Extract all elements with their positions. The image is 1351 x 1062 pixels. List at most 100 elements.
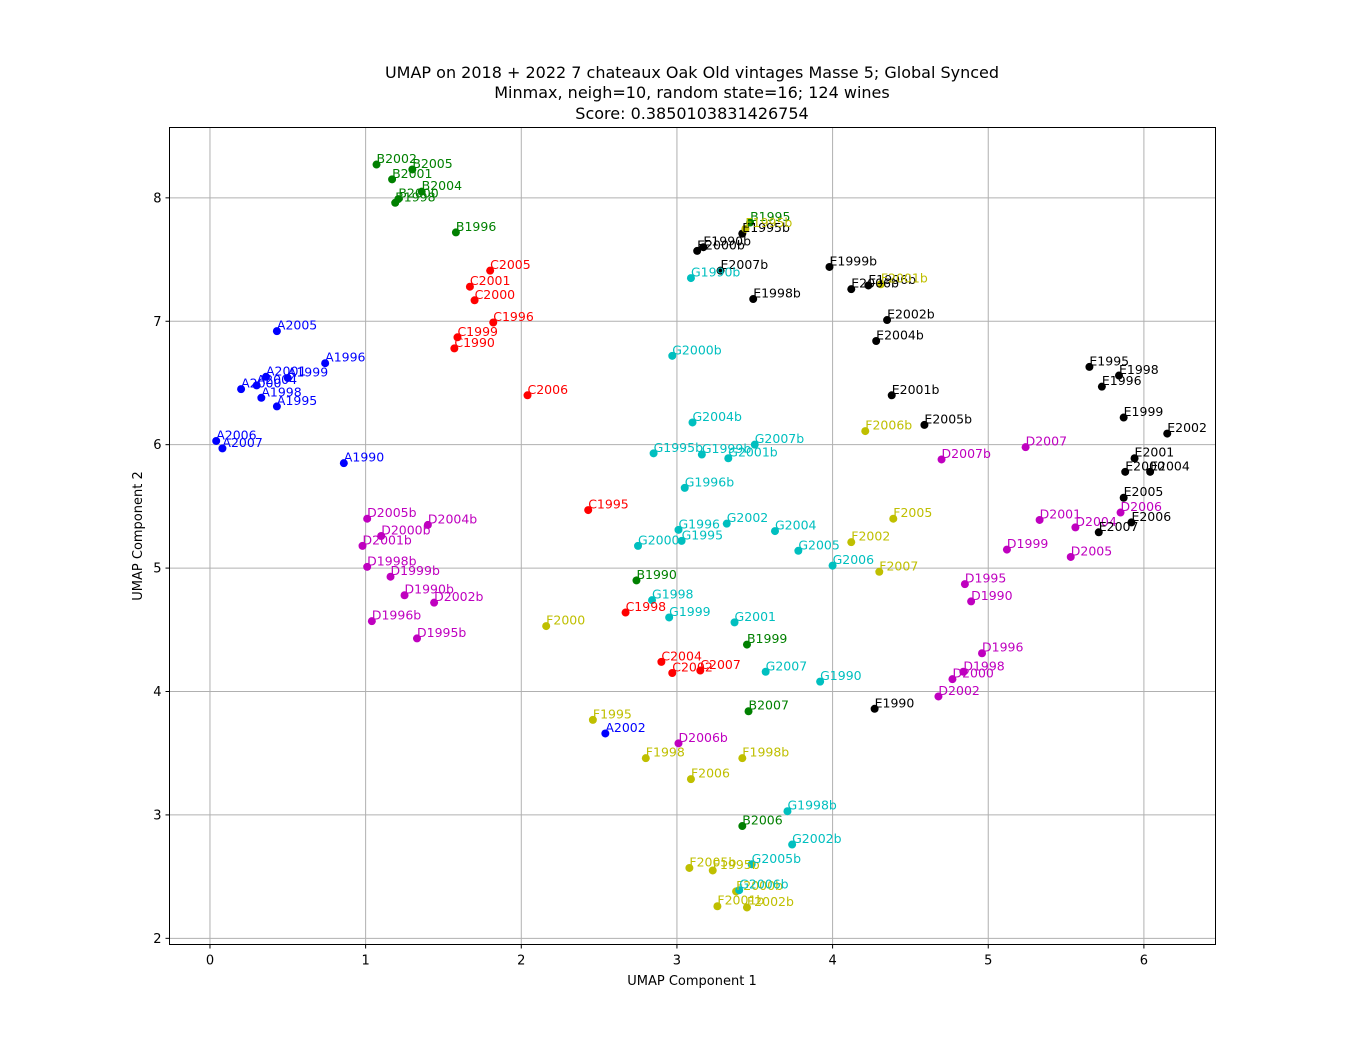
- scatter-point: [339, 459, 348, 468]
- point-label: F2000b: [736, 878, 783, 893]
- point-label: B2002: [377, 151, 417, 166]
- scatter-point: [648, 596, 657, 605]
- point-label: B2005: [412, 156, 452, 171]
- x-axis-label: UMAP Component 1: [627, 974, 756, 989]
- point-label: C1999: [457, 324, 498, 339]
- scatter-point: [262, 372, 271, 381]
- point-label: G2007b: [755, 431, 804, 446]
- point-label: D1998: [963, 658, 1004, 673]
- scatter-point: [417, 187, 426, 196]
- point-label: F2006b: [865, 418, 912, 433]
- scatter-point: [934, 692, 943, 701]
- scatter-point: [412, 634, 421, 643]
- scatter-point: [744, 707, 753, 716]
- point-label: A1998: [261, 384, 301, 399]
- chart-title-line-3: Score: 0.3850103831426754: [575, 104, 808, 123]
- point-label: E1990: [875, 695, 915, 710]
- point-label: B2004: [422, 178, 462, 193]
- scatter-point: [588, 715, 597, 724]
- point-label: C2005: [490, 257, 531, 272]
- point-label: C2001: [470, 273, 511, 288]
- scatter-point: [665, 613, 674, 622]
- point-label: A2002: [605, 720, 645, 735]
- point-label: D1990b: [405, 582, 454, 597]
- point-label: F1995b: [745, 215, 792, 230]
- scatter-point: [742, 640, 751, 649]
- point-label: D2002: [938, 683, 979, 698]
- scatter-point: [1116, 508, 1125, 517]
- scatter-point: [686, 775, 695, 784]
- scatter-point: [967, 597, 976, 606]
- point-label: E1995: [1089, 353, 1129, 368]
- point-label: D1995: [965, 571, 1006, 586]
- point-label: F1995b: [713, 857, 760, 872]
- point-label: E2007: [1099, 519, 1139, 534]
- point-label: F1998b: [742, 745, 789, 760]
- point-label: C1998: [626, 599, 667, 614]
- point-label: G1995b: [654, 440, 703, 455]
- point-label: F1995: [593, 706, 632, 721]
- point-label: D2005b: [367, 505, 416, 520]
- scatter-point: [738, 754, 747, 763]
- scatter-point: [1130, 454, 1139, 463]
- scatter-point: [386, 572, 395, 581]
- point-label: E2005: [1124, 484, 1164, 499]
- scatter-point: [634, 541, 643, 550]
- point-label: G1998: [652, 587, 694, 602]
- point-label: E1999: [1124, 404, 1164, 419]
- scatter-point: [738, 822, 747, 831]
- scatter-point: [453, 333, 462, 342]
- y-axis-ticks: 2 3 4 5 6 7 8: [153, 191, 170, 947]
- point-label: D2006: [1121, 499, 1162, 514]
- scatter-point: [920, 420, 929, 429]
- scatter-point: [400, 591, 409, 600]
- scatter-point: [1119, 493, 1128, 502]
- scatter-point: [677, 536, 686, 545]
- scatter-point: [1094, 528, 1103, 537]
- point-label: F2002: [851, 529, 890, 544]
- scatter-point: [783, 807, 792, 816]
- scatter-point: [875, 567, 884, 576]
- point-label: E1999b: [829, 253, 877, 268]
- scatter-point: [388, 175, 397, 184]
- scatter-points: [212, 160, 1172, 912]
- scatter-point: [937, 455, 946, 464]
- point-label: E2001b: [892, 382, 940, 397]
- point-label: B2000: [398, 186, 438, 201]
- point-label: E1996: [1102, 373, 1142, 388]
- scatter-point: [1097, 382, 1106, 391]
- point-label: G1995: [682, 527, 724, 542]
- x-axis-ticks: 0 1 2 3 4 5 6: [206, 944, 1148, 969]
- scatter-point: [486, 266, 495, 275]
- point-label: G2001: [735, 609, 777, 624]
- x-tick-label: 1: [361, 954, 369, 969]
- y-tick-label: 2: [153, 932, 161, 947]
- scatter-point: [828, 561, 837, 570]
- x-tick-label: 4: [828, 954, 836, 969]
- point-label: D1995b: [417, 625, 466, 640]
- point-label: C2002: [672, 659, 713, 674]
- scatter-point: [697, 450, 706, 459]
- scatter-point: [450, 344, 459, 353]
- point-label: E2007b: [721, 257, 769, 272]
- scatter-point: [716, 266, 725, 275]
- point-label: D1996b: [372, 608, 421, 623]
- y-tick-label: 7: [153, 315, 161, 330]
- x-tick-label: 0: [206, 954, 214, 969]
- point-label: B1990: [636, 567, 676, 582]
- point-label: F2007: [879, 558, 918, 573]
- scatter-point: [686, 274, 695, 283]
- point-label: A2004: [257, 372, 297, 387]
- point-label: G2002: [727, 510, 769, 525]
- point-label: G2002b: [792, 831, 841, 846]
- scatter-point: [872, 337, 881, 346]
- point-label: E2000: [1125, 458, 1165, 473]
- point-label: F2005: [893, 505, 932, 520]
- point-label: D2004: [1075, 514, 1116, 529]
- point-label: F2000: [546, 613, 585, 628]
- scatter-point: [730, 618, 739, 627]
- scatter-point: [960, 580, 969, 589]
- point-label: G2006b: [739, 877, 788, 892]
- point-label: C1995: [588, 497, 629, 512]
- scatter-point: [713, 902, 722, 911]
